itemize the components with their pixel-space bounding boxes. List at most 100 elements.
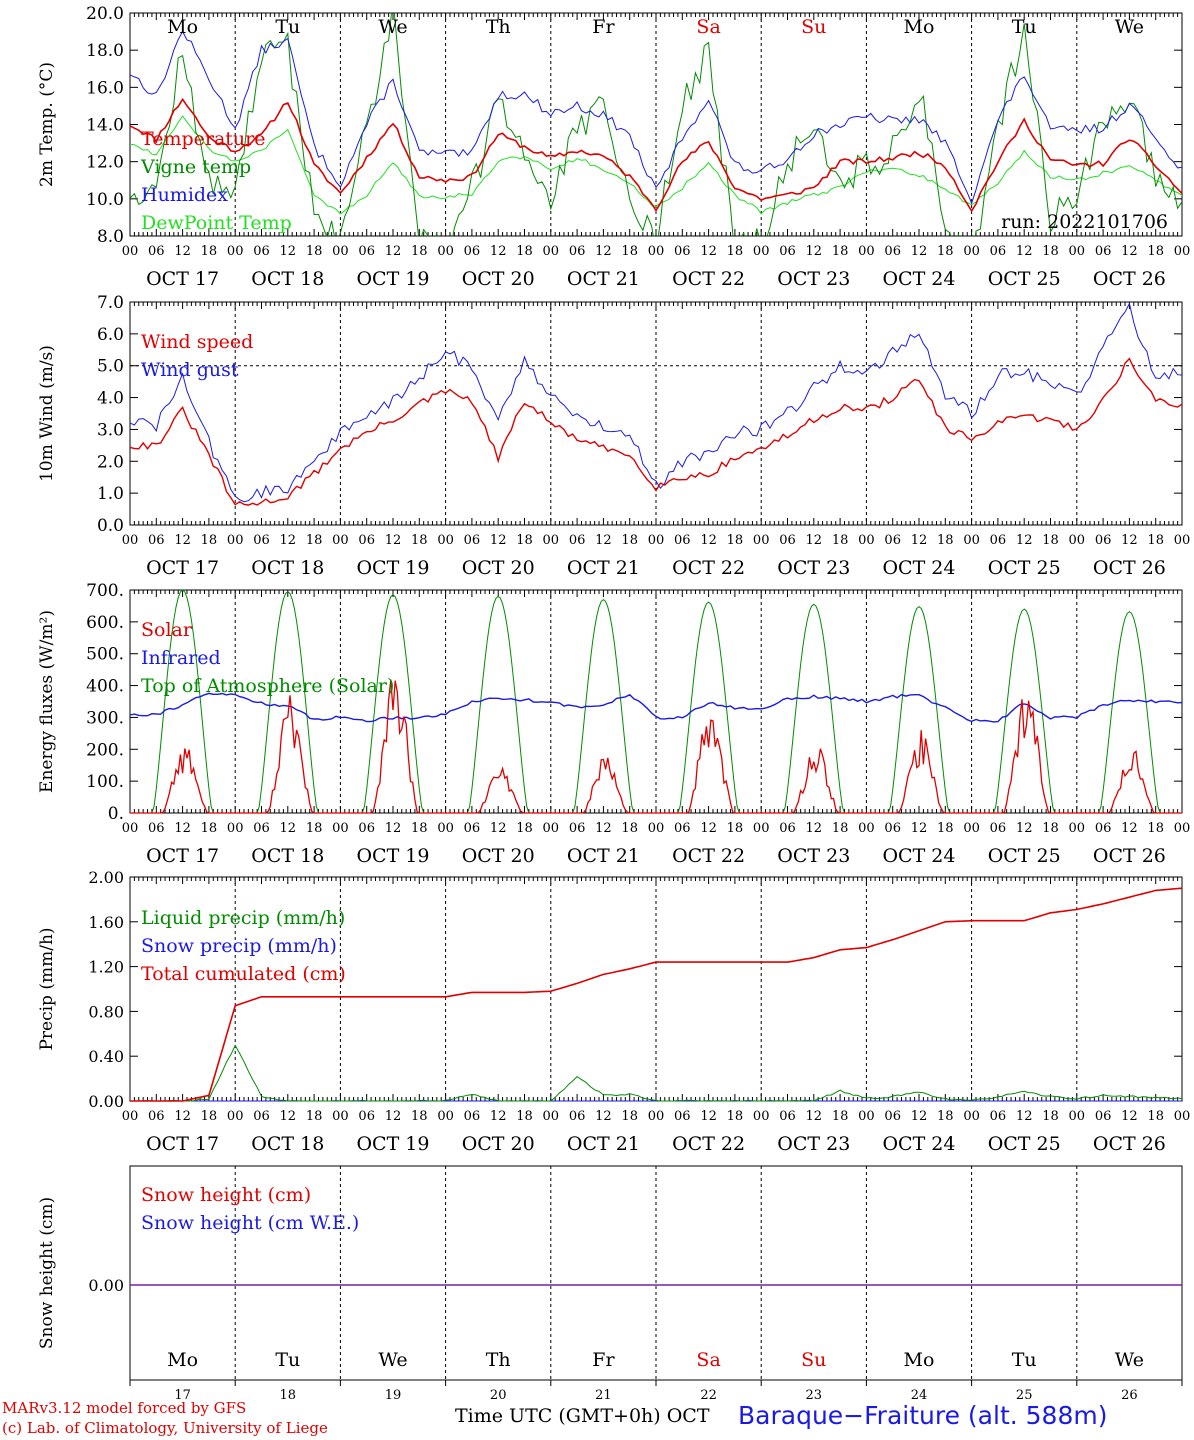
date-label: OCT 23 <box>777 845 850 867</box>
series-line-solar <box>130 679 1182 814</box>
hour-tick-label: 18 <box>201 821 218 836</box>
panel-1: 00 06 12 18 00 06 12 18 00 06 12 18 00 06 12 18 00 06 12 18… <box>37 4 1190 290</box>
y-tick-label: 300. <box>86 708 124 728</box>
series-line-total-cumulated <box>130 887 1183 1102</box>
date-label: OCT 22 <box>672 845 745 867</box>
y-axis-label: Precip (mm/h) <box>37 927 57 1050</box>
hour-tick-label: 06 <box>358 821 375 836</box>
hour-tick-label: 18 <box>201 533 218 548</box>
y-tick-label: 0. <box>108 804 124 824</box>
date-label: OCT 18 <box>251 845 324 867</box>
y-tick-label: 4.0 <box>97 389 124 409</box>
hour-tick-label: 06 <box>779 244 796 259</box>
y-tick-label: 2.0 <box>97 452 124 472</box>
hour-tick-label: 18 <box>201 1109 218 1124</box>
hour-tick-label: 18 <box>516 533 533 548</box>
hour-tick-label: 12 <box>806 533 823 548</box>
station-name: Baraque−Fraiture (alt. 588m) <box>738 1401 1108 1430</box>
hour-tick-label: 06 <box>569 821 586 836</box>
hour-tick-label: 06 <box>569 244 586 259</box>
date-label: OCT 20 <box>462 845 535 867</box>
hour-tick-label: 12 <box>700 533 717 548</box>
hour-tick-label: 18 <box>1042 533 1059 548</box>
hour-tick-label: 12 <box>174 1109 191 1124</box>
x-axis-title: Time UTC (GMT+0h) OCT <box>455 1405 710 1427</box>
legend-entry: Liquid precip (mm/h) <box>141 907 345 929</box>
hour-tick-label: 00 <box>648 821 665 836</box>
hour-tick-label: 00 <box>858 1109 875 1124</box>
series-line-wind-speed <box>129 357 1183 506</box>
hour-tick-label: 12 <box>911 244 928 259</box>
y-tick-label: 100. <box>86 772 124 792</box>
weekday-label: Mo <box>904 16 935 38</box>
y-tick-label: 6.0 <box>97 325 124 345</box>
hour-tick-label: 18 <box>727 821 744 836</box>
hour-tick-label: 12 <box>174 244 191 259</box>
date-label: OCT 25 <box>988 268 1061 290</box>
day-number-label: 20 <box>490 1388 507 1403</box>
date-label: OCT 23 <box>777 557 850 579</box>
legend-entry: Wind speed <box>141 331 253 353</box>
weekday-label: Mo <box>904 1349 935 1371</box>
weekday-label: Sa <box>696 16 720 38</box>
hour-tick-label: 06 <box>358 1109 375 1124</box>
hour-tick-label: 18 <box>1042 821 1059 836</box>
hour-tick-label: 18 <box>306 1109 323 1124</box>
date-label: OCT 22 <box>672 557 745 579</box>
hour-tick-label: 06 <box>569 533 586 548</box>
y-tick-label: 500. <box>86 645 124 665</box>
legend-entry: Top of Atmosphere (Solar) <box>141 675 394 697</box>
date-label: OCT 26 <box>1093 557 1166 579</box>
hour-tick-label: 00 <box>963 1109 980 1124</box>
hour-tick-label: 06 <box>569 1109 586 1124</box>
date-label: OCT 17 <box>146 845 219 867</box>
hour-tick-label: 00 <box>543 821 560 836</box>
hour-tick-label: 18 <box>411 533 428 548</box>
hour-tick-label: 18 <box>937 1109 954 1124</box>
hour-tick-label: 18 <box>411 1109 428 1124</box>
y-axis-label: 2m Temp. (°C) <box>37 62 57 187</box>
hour-tick-label: 18 <box>621 533 638 548</box>
hour-tick-label: 18 <box>937 533 954 548</box>
hour-tick-label: 18 <box>1147 533 1164 548</box>
hour-tick-label: 00 <box>543 1109 560 1124</box>
weekday-label: Fr <box>592 1349 615 1371</box>
date-label: OCT 19 <box>356 557 429 579</box>
hour-tick-label: 00 <box>227 821 244 836</box>
hour-tick-label: 18 <box>306 821 323 836</box>
day-number-label: 19 <box>385 1388 402 1403</box>
hour-tick-label: 12 <box>385 244 402 259</box>
hour-tick-label: 00 <box>122 821 139 836</box>
date-label: OCT 20 <box>462 268 535 290</box>
hour-tick-label: 06 <box>884 1109 901 1124</box>
series-line-vigne-temp <box>130 13 1182 236</box>
hour-tick-label: 18 <box>832 821 849 836</box>
y-tick-label: 0.0 <box>97 516 124 536</box>
hour-tick-label: 00 <box>332 1109 349 1124</box>
hour-tick-label: 06 <box>148 533 165 548</box>
hour-tick-label: 00 <box>543 244 560 259</box>
hour-tick-label: 06 <box>1095 533 1112 548</box>
date-label: OCT 21 <box>567 845 640 867</box>
date-label: OCT 26 <box>1093 268 1166 290</box>
hour-tick-label: 12 <box>490 1109 507 1124</box>
hour-tick-label: 18 <box>516 244 533 259</box>
series-line-temperature <box>130 97 1182 213</box>
day-number-label: 24 <box>911 1388 928 1403</box>
weekday-label: Tu <box>1012 16 1037 38</box>
panel-5: 0.00 Snow height (cm) Snow height (cm) Snow… <box>37 1165 1183 1403</box>
hour-tick-label: 06 <box>674 821 691 836</box>
hour-tick-label: 00 <box>1069 533 1086 548</box>
hour-tick-label: 12 <box>490 244 507 259</box>
hour-tick-label: 06 <box>884 244 901 259</box>
hour-tick-label: 12 <box>911 821 928 836</box>
series-line-wind-gust <box>129 302 1183 503</box>
hour-tick-label: 00 <box>858 244 875 259</box>
hour-tick-label: 18 <box>832 1109 849 1124</box>
hour-tick-label: 18 <box>306 533 323 548</box>
date-label: OCT 21 <box>567 268 640 290</box>
hour-tick-label: 06 <box>674 1109 691 1124</box>
hour-tick-label: 12 <box>385 533 402 548</box>
hour-tick-label: 18 <box>411 821 428 836</box>
hour-tick-label: 12 <box>385 1109 402 1124</box>
